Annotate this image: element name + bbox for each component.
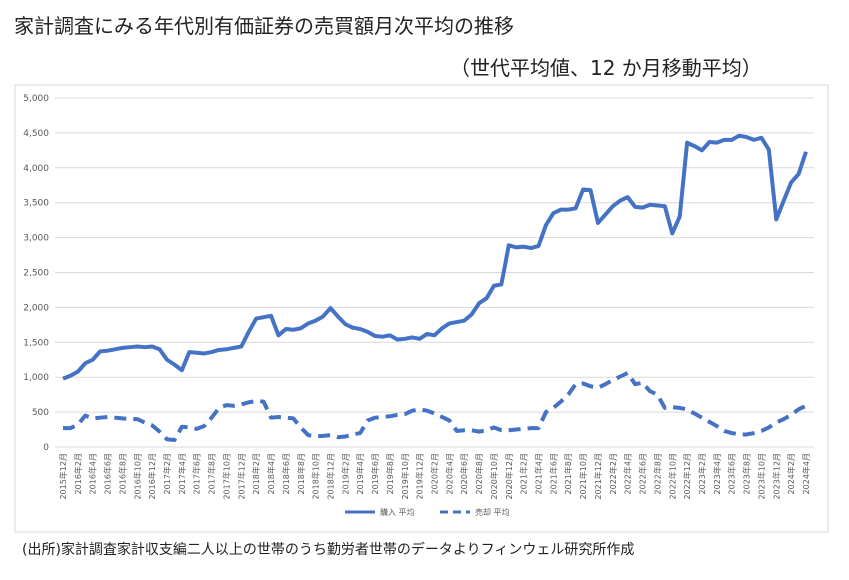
x-tick-label: 2021年2月 [519, 453, 529, 494]
x-tick-label: 2017年8月 [207, 453, 217, 494]
x-tick-label: 2020年10月 [489, 453, 499, 500]
x-tick-label: 2019年4月 [355, 453, 365, 494]
x-tick-label: 2023年4月 [712, 453, 722, 494]
legend-label: 売却 平均 [475, 507, 510, 517]
x-tick-label: 2018年2月 [251, 453, 261, 494]
x-tick-label: 2017年4月 [177, 453, 187, 494]
x-tick-label: 2022年4月 [623, 453, 633, 494]
y-tick-label: 4,500 [23, 129, 49, 139]
chart-title: 家計調査にみる年代別有価証券の売買額月次平均の推移 [14, 14, 514, 38]
x-tick-label: 2022年6月 [638, 453, 648, 494]
x-tick-label: 2020年4月 [444, 453, 454, 494]
y-tick-label: 4,000 [23, 164, 49, 174]
x-tick-label: 2022年8月 [652, 453, 662, 494]
y-tick-label: 500 [32, 408, 49, 418]
x-tick-label: 2016年4月 [88, 453, 98, 494]
source-note: (出所)家計調査家計収支編二人以上の世帯のうち勤労者世帯のデータよりフィンウェル… [22, 542, 635, 558]
x-tick-label: 2020年6月 [459, 453, 469, 494]
x-tick-label: 2024年2月 [786, 453, 796, 494]
y-tick-label: 3,500 [23, 199, 49, 209]
y-tick-label: 0 [43, 443, 49, 453]
x-tick-label: 2016年10月 [132, 453, 142, 500]
x-tick-label: 2018年4月 [266, 453, 276, 494]
x-tick-label: 2023年6月 [727, 453, 737, 494]
x-tick-label: 2018年12月 [325, 453, 335, 500]
chart-subtitle: （世代平均値、12 か月移動平均） [450, 56, 762, 80]
x-tick-label: 2022年10月 [667, 453, 677, 500]
x-tick-label: 2021年10月 [578, 453, 588, 500]
x-tick-label: 2023年10月 [756, 453, 766, 500]
y-tick-label: 1,500 [23, 338, 49, 348]
x-tick-label: 2017年12月 [236, 453, 246, 500]
x-tick-label: 2019年2月 [340, 453, 350, 494]
x-tick-label: 2022年2月 [608, 453, 618, 494]
y-tick-label: 3,000 [23, 234, 49, 244]
x-tick-label: 2019年6月 [370, 453, 380, 494]
x-tick-label: 2020年12月 [504, 453, 514, 500]
x-tick-label: 2017年2月 [162, 453, 172, 494]
x-tick-label: 2023年8月 [742, 453, 752, 494]
x-tick-label: 2016年6月 [103, 453, 113, 494]
x-tick-label: 2020年8月 [474, 453, 484, 494]
x-tick-label: 2021年8月 [563, 453, 573, 494]
x-tick-label: 2020年2月 [430, 453, 440, 494]
x-tick-label: 2016年12月 [147, 453, 157, 500]
y-tick-label: 2,500 [23, 269, 49, 279]
y-tick-label: 2,000 [23, 303, 49, 313]
chart-frame [14, 84, 829, 533]
x-tick-label: 2015年12月 [58, 453, 68, 500]
x-tick-label: 2016年2月 [73, 453, 83, 494]
x-tick-label: 2024年4月 [801, 453, 811, 494]
line-series [62, 133, 808, 381]
x-tick-label: 2023年2月 [697, 453, 707, 494]
line-series [63, 371, 807, 443]
x-tick-label: 2017年6月 [192, 453, 202, 494]
x-tick-label: 2021年6月 [548, 453, 558, 494]
y-tick-label: 1,000 [23, 373, 49, 383]
x-tick-label: 2022年12月 [682, 453, 692, 500]
x-tick-label: 2018年8月 [296, 453, 306, 494]
x-tick-label: 2023年12月 [771, 453, 781, 500]
legend-label: 購入 平均 [380, 507, 415, 517]
x-tick-label: 2019年10月 [400, 453, 410, 500]
x-tick-label: 2018年10月 [311, 453, 321, 500]
x-tick-label: 2019年12月 [415, 453, 425, 500]
x-tick-label: 2021年12月 [593, 453, 603, 500]
y-tick-label: 5,000 [23, 94, 49, 104]
x-tick-label: 2021年4月 [534, 453, 544, 494]
x-tick-label: 2018年6月 [281, 453, 291, 494]
x-tick-label: 2019年8月 [385, 453, 395, 494]
x-tick-label: 2016年8月 [117, 453, 127, 494]
x-tick-label: 2017年10月 [221, 453, 231, 500]
